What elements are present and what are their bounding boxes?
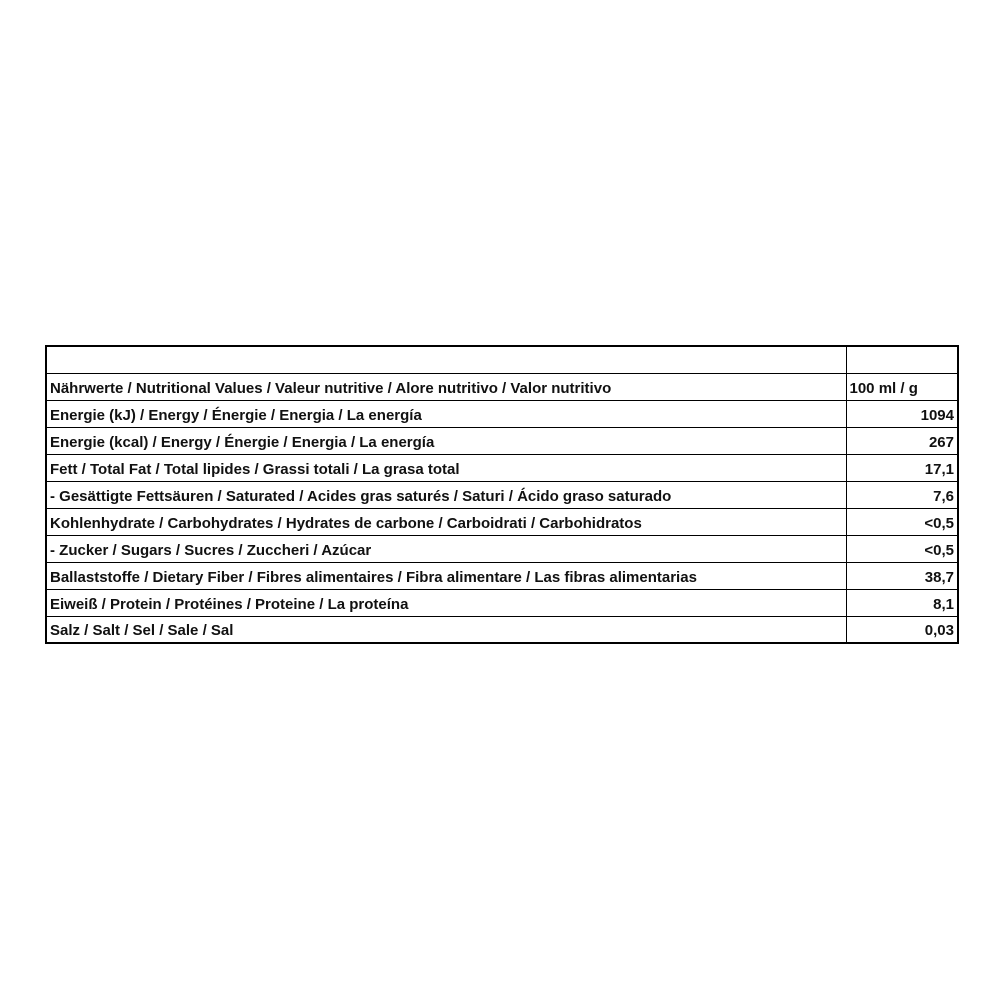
nutrient-label: Kohlenhydrate / Carbohydrates / Hydrates… — [45, 507, 847, 536]
nutrient-label: - Zucker / Sugars / Sucres / Zuccheri / … — [45, 534, 847, 563]
nutrient-label: Ballaststoffe / Dietary Fiber / Fibres a… — [45, 561, 847, 590]
empty-row — [45, 345, 959, 374]
table-row: Salz / Salt / Sel / Sale / Sal 0,03 — [45, 615, 959, 644]
empty-cell — [45, 345, 847, 374]
nutrient-value: 17,1 — [845, 453, 959, 482]
header-row: Nährwerte / Nutritional Values / Valeur … — [45, 372, 959, 401]
nutrient-label: Fett / Total Fat / Total lipides / Grass… — [45, 453, 847, 482]
nutrient-label: Salz / Salt / Sel / Sale / Sal — [45, 615, 847, 644]
table-row: Energie (kJ) / Energy / Énergie / Energi… — [45, 399, 959, 428]
table-row: Eiweiß / Protein / Protéines / Proteine … — [45, 588, 959, 617]
table-row: - Zucker / Sugars / Sucres / Zuccheri / … — [45, 534, 959, 563]
nutrient-value: 1094 — [845, 399, 959, 428]
table-row: Ballaststoffe / Dietary Fiber / Fibres a… — [45, 561, 959, 590]
nutrient-label: Energie (kJ) / Energy / Énergie / Energi… — [45, 399, 847, 428]
nutrient-label: Eiweiß / Protein / Protéines / Proteine … — [45, 588, 847, 617]
table-row: - Gesättigte Fettsäuren / Saturated / Ac… — [45, 480, 959, 509]
header-label: Nährwerte / Nutritional Values / Valeur … — [45, 372, 847, 401]
nutrient-value: <0,5 — [845, 534, 959, 563]
nutrition-table: Nährwerte / Nutritional Values / Valeur … — [45, 345, 959, 644]
header-unit: 100 ml / g — [845, 372, 959, 401]
nutrient-value: 267 — [845, 426, 959, 455]
nutrient-value: 38,7 — [845, 561, 959, 590]
empty-cell — [845, 345, 959, 374]
nutrient-value: 8,1 — [845, 588, 959, 617]
nutrient-value: <0,5 — [845, 507, 959, 536]
nutrient-value: 0,03 — [845, 615, 959, 644]
nutrient-label: - Gesättigte Fettsäuren / Saturated / Ac… — [45, 480, 847, 509]
table-row: Energie (kcal) / Energy / Énergie / Ener… — [45, 426, 959, 455]
nutrient-label: Energie (kcal) / Energy / Énergie / Ener… — [45, 426, 847, 455]
table-row: Kohlenhydrate / Carbohydrates / Hydrates… — [45, 507, 959, 536]
nutrient-value: 7,6 — [845, 480, 959, 509]
table-row: Fett / Total Fat / Total lipides / Grass… — [45, 453, 959, 482]
